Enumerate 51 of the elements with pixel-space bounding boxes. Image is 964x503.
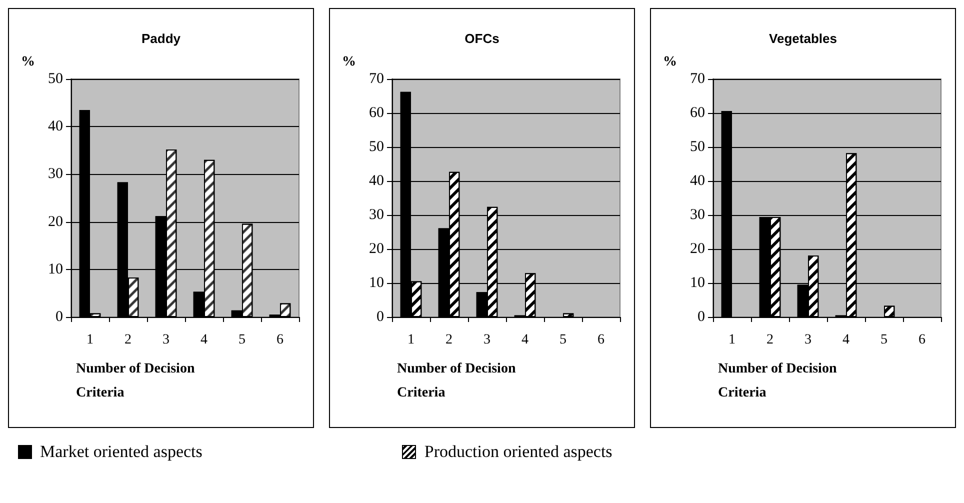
x-tick-label: 1 (408, 332, 414, 348)
y-tick-label: 10 (369, 275, 384, 291)
y-tick-label: 20 (690, 241, 705, 257)
chart-title: Paddy (141, 31, 182, 46)
y-tick-label: 50 (369, 139, 384, 155)
x-tick-label: 5 (238, 332, 246, 348)
x-tick-label: 1 (728, 332, 736, 348)
y-axis-title: % (21, 54, 35, 70)
x-axis-title: Number of Decision Criteria (718, 362, 840, 400)
y-tick-label: 0 (376, 309, 384, 325)
x-tick-label: 3 (484, 332, 490, 348)
y-tick-label: 40 (690, 173, 705, 189)
x-tick-label: 6 (918, 332, 926, 348)
y-tick-label: 20 (369, 241, 384, 257)
y-tick-label: 70 (369, 71, 384, 87)
y-tick-label: 40 (369, 173, 384, 189)
x-tick-label: 2 (446, 332, 452, 348)
y-tick-label: 30 (48, 166, 63, 182)
y-tick-label: 10 (690, 275, 705, 291)
y-tick-label: 30 (369, 207, 384, 223)
legend-label: Production oriented aspects (424, 442, 612, 462)
x-tick-label: 2 (766, 332, 774, 348)
y-tick-label: 30 (690, 207, 705, 223)
x-tick-label: 1 (86, 332, 94, 348)
x-tick-label: 5 (560, 332, 566, 348)
x-tick-label: 6 (598, 332, 604, 348)
y-tick-label: 70 (690, 71, 705, 87)
y-tick-label: 50 (690, 139, 705, 155)
x-tick-label: 4 (842, 332, 850, 348)
y-tick-label: 0 (698, 309, 705, 325)
y-axis-title: % (663, 54, 677, 70)
x-tick-label: 2 (124, 332, 132, 348)
y-axis-title: % (342, 54, 356, 70)
x-tick-label: 3 (804, 332, 812, 348)
y-tick-label: 10 (48, 261, 63, 278)
legend-label: Market oriented aspects (40, 442, 202, 462)
chart-title: OFCs (464, 31, 500, 46)
y-tick-label: 0 (56, 309, 63, 325)
y-tick-label: 50 (48, 71, 63, 87)
x-tick-label: 3 (162, 332, 170, 348)
x-tick-label: 5 (880, 332, 888, 348)
x-tick-label: 6 (276, 332, 284, 348)
y-tick-label: 20 (48, 214, 63, 230)
y-tick-label: 40 (48, 118, 63, 135)
x-tick-label: 4 (522, 332, 528, 348)
y-tick-label: 60 (369, 105, 384, 121)
x-axis-title: Number of Decision Criteria (397, 362, 520, 400)
x-axis-title: Number of Decision Criteria (76, 362, 198, 400)
x-tick-label: 4 (200, 332, 208, 348)
y-tick-label: 60 (690, 105, 705, 121)
chart-title: Vegetables (769, 31, 837, 46)
